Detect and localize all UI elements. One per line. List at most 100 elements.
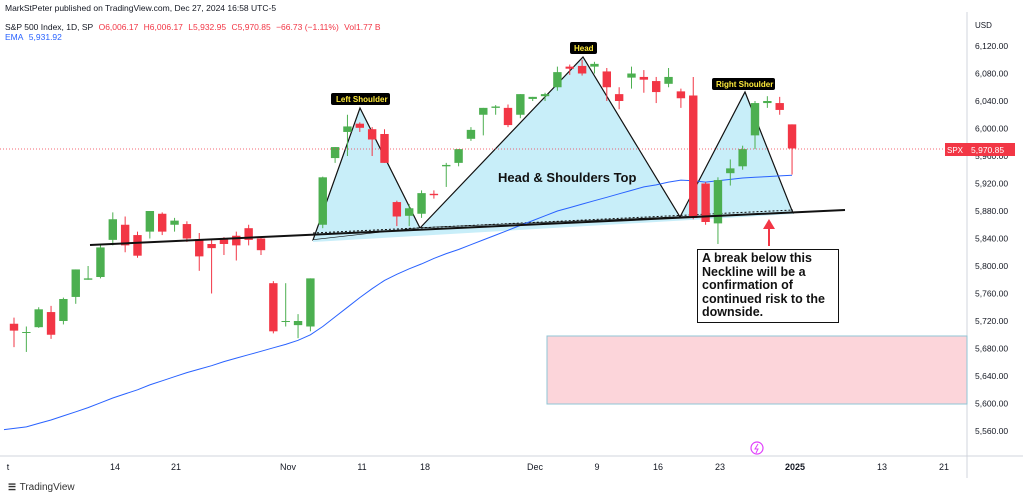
time-tick-label: 23 bbox=[715, 462, 725, 472]
candle bbox=[614, 87, 624, 110]
left-shoulder-fill bbox=[312, 106, 421, 241]
time-tick-label: Nov bbox=[280, 462, 297, 472]
change-value: −66.73 (−1.11%) bbox=[276, 22, 339, 32]
candle bbox=[689, 76, 698, 220]
candle-body bbox=[602, 71, 611, 88]
price-tick-label: 6,120.00 bbox=[975, 41, 1008, 51]
candle-body bbox=[701, 183, 710, 222]
footer-brand: TradingView bbox=[19, 482, 75, 493]
price-tick-label: 5,760.00 bbox=[975, 289, 1008, 299]
candle-body bbox=[330, 147, 340, 159]
replay-icon[interactable] bbox=[750, 441, 764, 455]
price-tick-label: 6,080.00 bbox=[975, 69, 1008, 79]
candle-body bbox=[244, 228, 253, 240]
candle bbox=[120, 216, 130, 253]
candle bbox=[281, 283, 290, 327]
candle bbox=[701, 182, 710, 225]
candle bbox=[491, 105, 500, 115]
footer: ☰ TradingView bbox=[8, 482, 75, 493]
candle-body bbox=[553, 72, 562, 88]
candle bbox=[405, 204, 414, 227]
candle-body bbox=[108, 219, 117, 240]
candle bbox=[676, 88, 686, 108]
candle-body bbox=[269, 283, 278, 332]
candle-body bbox=[590, 63, 599, 67]
price-tick-label: 5,560.00 bbox=[975, 426, 1008, 436]
candle-body bbox=[170, 220, 179, 225]
candle-body bbox=[479, 107, 488, 115]
candle bbox=[195, 233, 204, 271]
candle bbox=[306, 278, 315, 332]
candle bbox=[207, 238, 216, 294]
head-fill bbox=[418, 56, 682, 229]
candle bbox=[639, 70, 649, 93]
candle-body bbox=[207, 244, 216, 249]
candle bbox=[133, 231, 142, 258]
pattern-baseline bbox=[312, 209, 794, 234]
candle bbox=[775, 96, 784, 115]
candle-body bbox=[256, 238, 266, 251]
candle-body bbox=[738, 149, 747, 167]
candle bbox=[429, 190, 439, 199]
candle bbox=[565, 64, 574, 75]
time-tick-label: 11 bbox=[357, 462, 366, 472]
candle-body bbox=[466, 129, 476, 139]
candle bbox=[22, 326, 31, 352]
candle-body bbox=[503, 107, 513, 126]
candle-body bbox=[491, 106, 500, 108]
low-value: L5,932.95 bbox=[188, 22, 227, 32]
candle bbox=[466, 127, 476, 141]
volume-value: Vol1.77 B bbox=[344, 22, 381, 32]
candle-body bbox=[318, 177, 327, 225]
candle-body bbox=[145, 211, 155, 232]
candle bbox=[83, 266, 93, 280]
candle bbox=[713, 177, 723, 244]
price-tick-label: 5,920.00 bbox=[975, 179, 1008, 189]
candle-body bbox=[281, 321, 290, 322]
candle-body bbox=[540, 94, 550, 97]
time-tick-label: 21 bbox=[939, 462, 949, 472]
candle-body bbox=[59, 299, 68, 321]
candle bbox=[627, 66, 636, 89]
price-tick-label: 5,800.00 bbox=[975, 261, 1008, 271]
candle-body bbox=[417, 193, 426, 214]
candle-body bbox=[713, 180, 723, 224]
candlestick-series bbox=[9, 59, 797, 352]
candle-body bbox=[763, 101, 772, 104]
candle-body bbox=[380, 134, 389, 163]
neckline[interactable] bbox=[89, 209, 846, 246]
candle bbox=[96, 245, 105, 279]
last-price-tag bbox=[967, 143, 1015, 156]
time-tick-label: 9 bbox=[594, 462, 599, 472]
pattern-label: Head & Shoulders Top bbox=[498, 170, 636, 185]
candle bbox=[553, 66, 562, 91]
target-zone bbox=[546, 335, 968, 405]
candle bbox=[71, 269, 80, 304]
ema-label: EMA bbox=[5, 32, 24, 42]
candle bbox=[318, 176, 327, 229]
candle bbox=[763, 96, 772, 108]
last-price-symbol: SPX bbox=[947, 146, 964, 155]
candle bbox=[516, 94, 525, 119]
candle-body bbox=[158, 213, 167, 232]
head-label: Head bbox=[574, 44, 594, 53]
candle bbox=[355, 122, 364, 132]
candle-body bbox=[343, 126, 352, 132]
time-tick-label: Dec bbox=[527, 462, 544, 472]
right-shoulder-label-bg bbox=[712, 78, 775, 90]
symbol-name: S&P 500 Index, 1D, SP bbox=[5, 22, 94, 32]
candle-body bbox=[367, 129, 377, 140]
candle bbox=[380, 129, 389, 163]
ema-legend: EMA 5,931.92 bbox=[5, 32, 65, 42]
candle bbox=[590, 61, 599, 74]
candle-body bbox=[71, 269, 80, 297]
price-tick-label: 5,720.00 bbox=[975, 316, 1008, 326]
ema-line bbox=[3, 174, 793, 431]
price-tick-label: 6,000.00 bbox=[975, 124, 1008, 134]
candle bbox=[343, 114, 352, 156]
candle-body bbox=[750, 103, 760, 136]
price-tick-label: 5,840.00 bbox=[975, 234, 1008, 244]
candle bbox=[503, 104, 513, 128]
candle-body bbox=[219, 238, 229, 244]
